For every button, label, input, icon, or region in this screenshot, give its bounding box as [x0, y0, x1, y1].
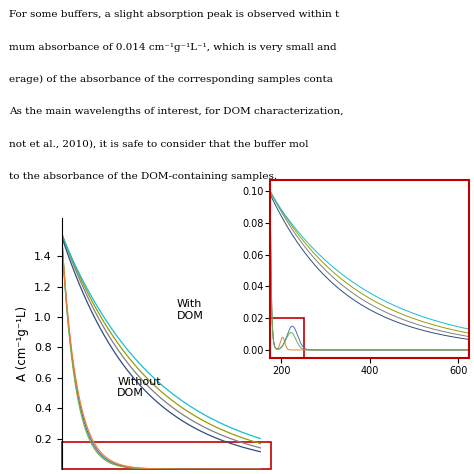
Y-axis label: A (cm⁻¹g⁻¹L): A (cm⁻¹g⁻¹L) [16, 306, 28, 381]
Text: mum absorbance of 0.014 cm⁻¹g⁻¹L⁻¹, which is very small and: mum absorbance of 0.014 cm⁻¹g⁻¹L⁻¹, whic… [9, 43, 337, 52]
Text: For some buffers, a slight absorption peak is observed within t: For some buffers, a slight absorption pe… [9, 10, 340, 19]
Text: As the main wavelengths of interest, for DOM characterization,: As the main wavelengths of interest, for… [9, 108, 344, 117]
Bar [62, 442, 272, 469]
Text: erage) of the absorbance of the corresponding samples conta: erage) of the absorbance of the correspo… [9, 75, 333, 84]
Bar [270, 318, 304, 358]
Text: With
DOM: With DOM [177, 299, 204, 320]
Text: to the absorbance of the DOM-containing samples.: to the absorbance of the DOM-containing … [9, 172, 278, 181]
Text: Without
DOM: Without DOM [118, 377, 161, 399]
Text: not et al., 2010), it is safe to consider that the buffer mol: not et al., 2010), it is safe to conside… [9, 140, 309, 149]
